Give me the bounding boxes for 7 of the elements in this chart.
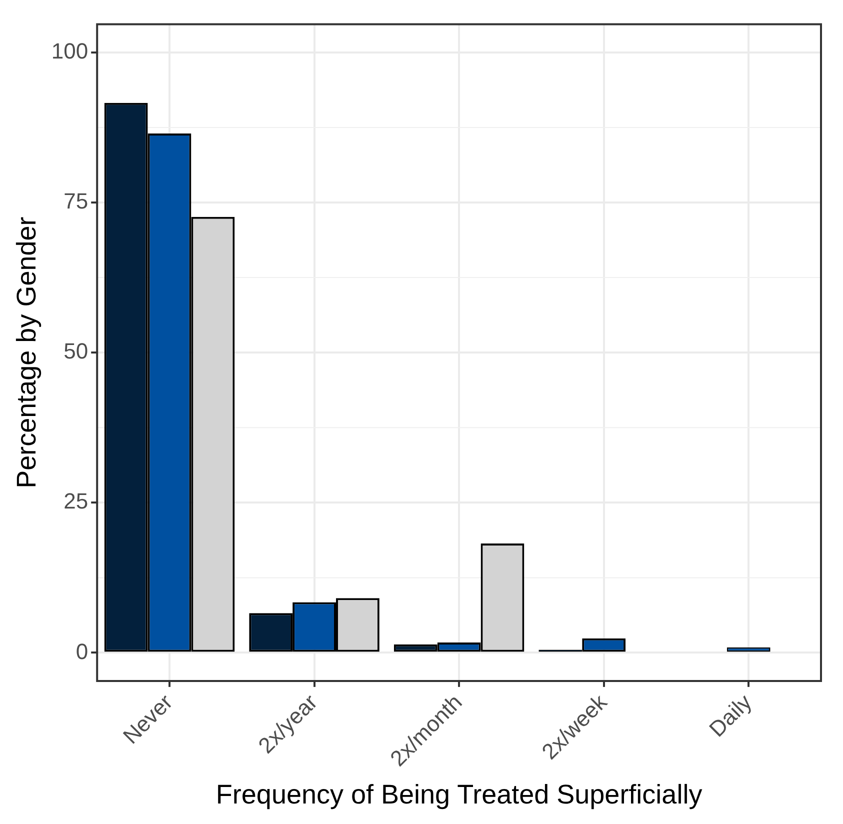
x-axis-title: Frequency of Being Treated Superficially: [216, 779, 703, 810]
y-tick-label: 0: [76, 638, 88, 664]
y-tick-label: 25: [64, 488, 88, 514]
y-tick-label: 75: [64, 188, 88, 214]
y-tick-label: 100: [51, 38, 88, 64]
y-axis-title: Percentage by Gender: [12, 216, 42, 488]
y-tick-label: 50: [64, 338, 88, 364]
